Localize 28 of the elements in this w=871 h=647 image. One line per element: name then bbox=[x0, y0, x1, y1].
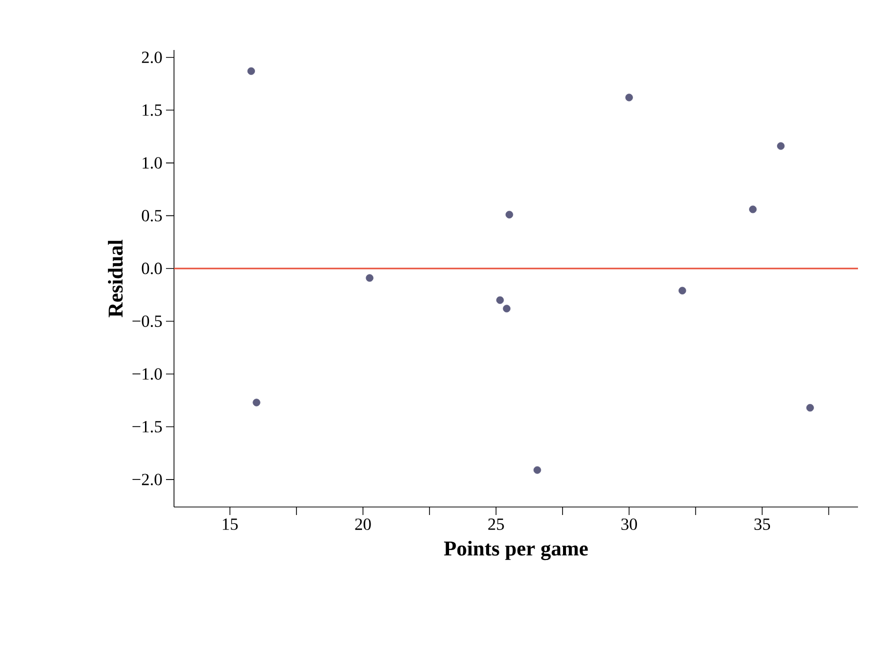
point bbox=[749, 206, 757, 214]
point bbox=[533, 466, 542, 474]
y-tick-label: 0.5 bbox=[142, 210, 162, 222]
x-tick-label: 15 bbox=[222, 518, 238, 530]
x-tick-label: 25 bbox=[488, 518, 504, 530]
point bbox=[625, 94, 633, 102]
y-tick-label: 1.5 bbox=[142, 104, 162, 116]
point bbox=[506, 210, 514, 218]
point bbox=[777, 142, 785, 150]
y-tick-label: −2.0 bbox=[132, 474, 162, 486]
point bbox=[366, 274, 374, 282]
y-tick-label: −1.5 bbox=[132, 421, 162, 432]
point bbox=[252, 398, 260, 406]
point bbox=[502, 304, 510, 312]
y-tick-label: −1.0 bbox=[132, 368, 162, 380]
y-axis-title: Residual bbox=[108, 240, 123, 318]
x-tick-label: 30 bbox=[621, 518, 637, 530]
point bbox=[247, 67, 255, 75]
x-tick-label: 35 bbox=[754, 518, 770, 530]
y-tick-label: 1.0 bbox=[142, 157, 162, 169]
x-tick-label: 20 bbox=[355, 518, 371, 530]
point bbox=[678, 286, 686, 294]
y-tick-label: 0.0 bbox=[142, 262, 162, 274]
y-tick-label: −0.5 bbox=[132, 315, 162, 327]
x-axis-title: Points per game bbox=[444, 540, 588, 560]
y-tick-label: 2.0 bbox=[142, 52, 162, 64]
point bbox=[496, 296, 504, 304]
point bbox=[806, 404, 814, 412]
